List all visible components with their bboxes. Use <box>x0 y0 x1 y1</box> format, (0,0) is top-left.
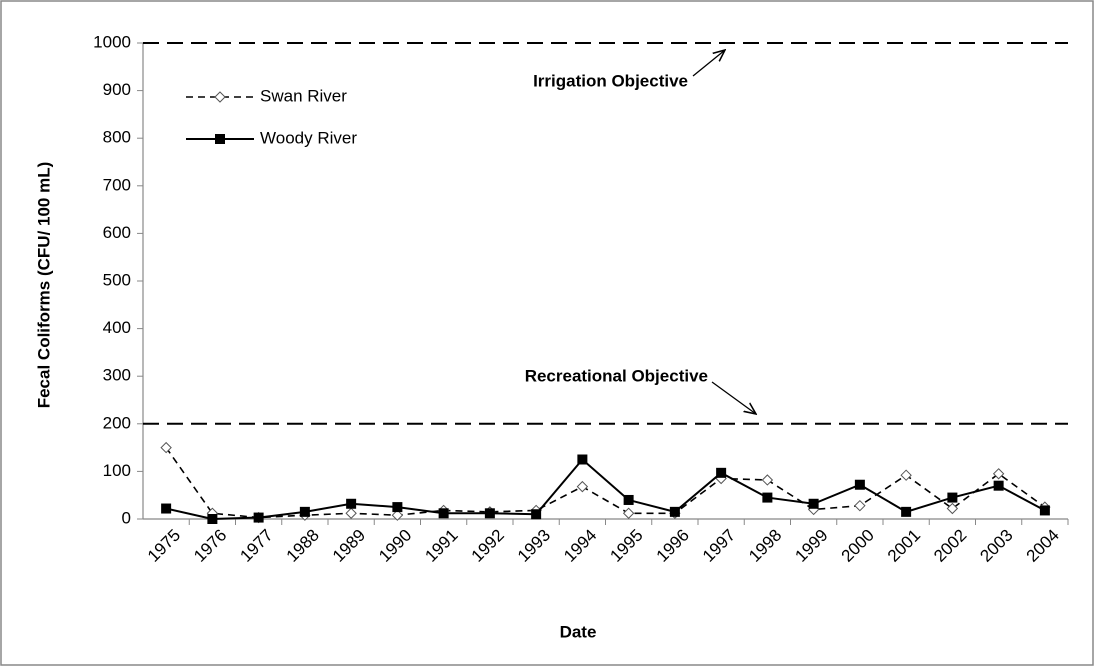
marker <box>669 506 680 517</box>
marker <box>577 454 588 465</box>
x-axis-label: Date <box>560 622 597 641</box>
marker <box>1039 505 1050 516</box>
marker <box>622 507 635 519</box>
marker <box>716 467 727 478</box>
marker <box>576 480 589 493</box>
annotation-arrow <box>711 381 756 414</box>
marker <box>531 509 542 520</box>
marker <box>992 468 1005 480</box>
marker <box>901 506 912 517</box>
marker <box>854 479 865 490</box>
marker <box>946 502 959 515</box>
y-axis-label: Fecal Coliforms (CFU/ 100 mL) <box>34 162 53 409</box>
y-tick-label: 600 <box>103 223 131 242</box>
series-line <box>165 447 1046 519</box>
marker <box>345 507 357 519</box>
y-tick-label: 800 <box>103 128 131 147</box>
marker <box>993 480 1004 491</box>
marker <box>253 512 264 523</box>
marker <box>160 441 172 454</box>
y-tick-label: 0 <box>122 508 131 527</box>
marker <box>207 514 218 524</box>
y-tick-label: 400 <box>103 318 131 337</box>
marker <box>392 502 403 513</box>
y-tick-label: 200 <box>103 413 131 432</box>
marker <box>161 503 172 514</box>
marker <box>299 506 310 517</box>
y-tick-label: 900 <box>103 80 131 99</box>
marker <box>391 509 404 521</box>
y-tick-label: 500 <box>103 270 131 289</box>
marker <box>484 508 495 519</box>
legend-label: Woody River <box>260 128 357 147</box>
y-tick-label: 300 <box>103 366 131 385</box>
legend-label: Swan River <box>260 86 347 105</box>
reference-label: Recreational Objective <box>525 366 708 385</box>
marker <box>762 492 773 503</box>
legend-marker <box>215 134 225 144</box>
marker <box>854 499 866 512</box>
marker <box>438 508 449 519</box>
series-line <box>165 458 1046 521</box>
annotation-arrow <box>692 50 725 77</box>
marker <box>947 492 958 503</box>
y-tick-label: 100 <box>103 461 131 480</box>
marker <box>761 474 774 486</box>
legend-marker <box>214 91 226 103</box>
marker <box>346 498 357 509</box>
marker <box>808 498 819 509</box>
y-tick-label: 1000 <box>93 32 131 51</box>
marker <box>623 494 634 505</box>
y-tick-label: 700 <box>103 175 131 194</box>
marker <box>900 469 912 481</box>
reference-label: Irrigation Objective <box>533 71 688 90</box>
